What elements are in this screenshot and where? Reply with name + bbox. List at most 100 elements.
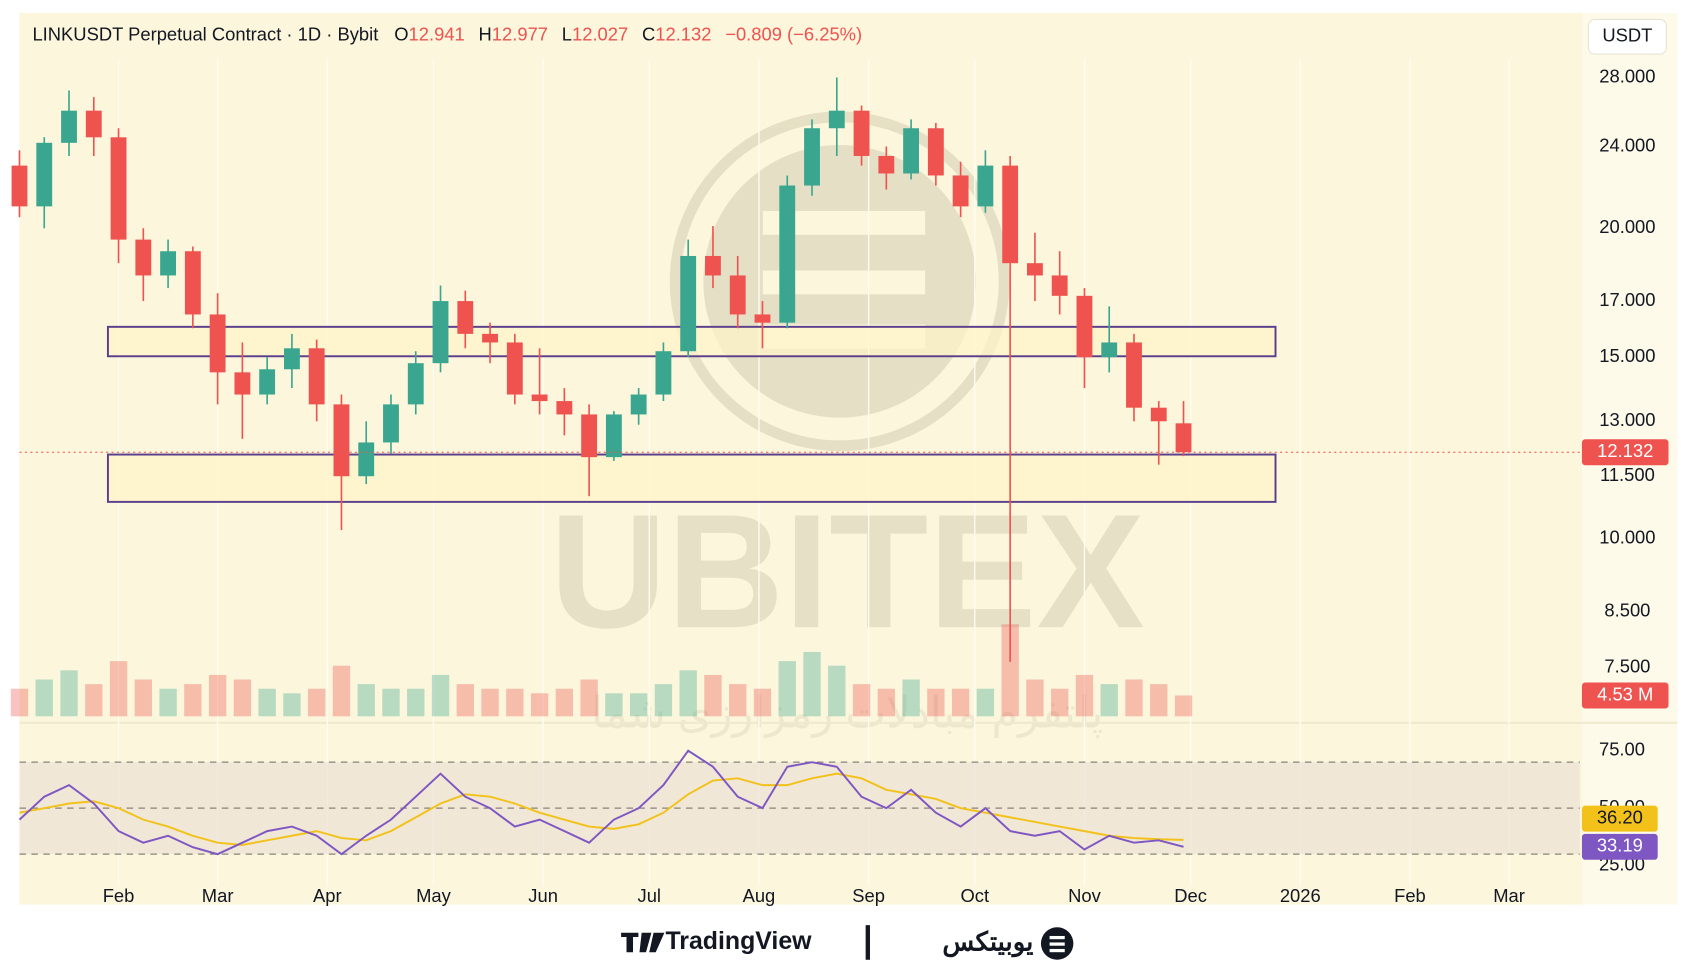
volume-bar [1100, 684, 1118, 717]
candle-body [383, 404, 399, 443]
x-tick-label: Mar [1493, 885, 1525, 906]
support-resistance-zone [106, 453, 1277, 503]
volume-bar [1001, 624, 1019, 717]
y-tick-label: 7.500 [1604, 656, 1650, 677]
candle-body [1002, 165, 1019, 264]
y-tick-label: 8.500 [1604, 600, 1650, 621]
volume-bar [85, 684, 103, 717]
candle-body [878, 155, 895, 174]
candle-body [358, 442, 375, 477]
candle-body [333, 404, 350, 477]
candle-body [1026, 263, 1043, 276]
chart-title: LINKUSDT Perpetual Contract · 1D · Bybit [32, 24, 378, 45]
volume-marker [1581, 682, 1669, 709]
candle-body [977, 165, 994, 207]
y-tick-label: 28.000 [1599, 65, 1655, 86]
volume-bar [530, 693, 549, 717]
candle-body [903, 128, 920, 174]
watermark-subtitle: پلتفرم مبادلات رمزارزی شما [591, 690, 1103, 739]
volume-bar [803, 651, 821, 717]
volume-bar [976, 688, 995, 717]
candle-body [308, 348, 325, 405]
volume-bar [481, 688, 499, 717]
candle-body [754, 314, 771, 323]
ohlc-letter: O [394, 24, 408, 45]
y-tick-label: 15.000 [1599, 345, 1655, 366]
candle-body [581, 414, 598, 458]
volume-bar [382, 688, 400, 717]
x-tick-label: Apr [313, 885, 342, 906]
volume-bar [1150, 684, 1168, 717]
candle-body [234, 372, 251, 395]
candle-body [135, 239, 152, 276]
volume-bar [506, 688, 524, 717]
candle-body [432, 301, 449, 364]
candle-body [407, 363, 424, 405]
volume-bar [828, 665, 846, 717]
last-price-marker [1581, 439, 1669, 466]
volume-bar [1174, 695, 1193, 717]
volume-bar [654, 684, 673, 717]
volume-bar [308, 688, 326, 717]
ohlc-value: 12.132 [655, 24, 711, 45]
candle-body [705, 255, 721, 276]
volume-bar [753, 688, 772, 717]
tradingview-icon [621, 932, 665, 953]
x-tick-label: Feb [1394, 885, 1426, 906]
volume-bar [555, 688, 574, 717]
volume-bar [60, 670, 78, 717]
unit-box[interactable] [1587, 18, 1667, 55]
candle-body [853, 110, 870, 156]
volume-bar [159, 688, 177, 717]
x-tick-label: Sep [852, 885, 885, 906]
volume-bar [407, 688, 425, 717]
candle-body [605, 414, 622, 458]
candle-body [209, 314, 226, 373]
candle-body [184, 251, 201, 315]
candle-body [1175, 423, 1192, 453]
brand-icon-bar [1049, 942, 1065, 946]
volume-bar [283, 693, 301, 717]
volume-bar [10, 688, 29, 717]
ohlc-value: 12.027 [572, 24, 628, 45]
candle-body [556, 401, 573, 415]
candle-body [927, 128, 944, 176]
volume-bar [951, 688, 970, 717]
candle-body [804, 128, 820, 186]
volume-bar [778, 661, 796, 717]
brand-icon-bar [1049, 935, 1065, 940]
volume-bar [927, 688, 945, 717]
x-tick-label: Mar [202, 885, 234, 906]
volume-bar [580, 679, 598, 717]
volume-bar [35, 679, 53, 717]
rsi-ma-marker [1581, 805, 1658, 832]
volume-bar [605, 693, 623, 717]
volume-bar [679, 670, 697, 717]
y-tick-label: 11.500 [1600, 464, 1655, 485]
chart-header: LINKUSDT Perpetual Contract · 1D · Bybit… [32, 24, 862, 45]
rsi-line [18, 749, 1184, 856]
rsi-tick-label: 75.00 [1599, 739, 1645, 760]
volume-bar [109, 661, 128, 717]
volume-bar [208, 674, 227, 717]
candle-body [531, 394, 548, 402]
candle-body [283, 348, 300, 370]
volume-bar [1026, 679, 1044, 717]
volume-bar [134, 679, 152, 717]
candle-body [160, 251, 177, 276]
volume-bar [357, 684, 375, 717]
candle-body [11, 165, 28, 207]
candle-body [85, 110, 102, 138]
candle-body [36, 142, 53, 207]
x-tick-label: Jun [528, 885, 558, 906]
x-tick-label: Jul [638, 885, 662, 906]
volume-bar [233, 679, 252, 717]
candle-body [259, 369, 276, 395]
rsi-marker [1581, 833, 1658, 860]
x-tick-label: Oct [960, 885, 989, 906]
volume-bar [456, 684, 474, 717]
tradingview-label: TradingView [665, 927, 812, 955]
candle-body [828, 110, 845, 129]
